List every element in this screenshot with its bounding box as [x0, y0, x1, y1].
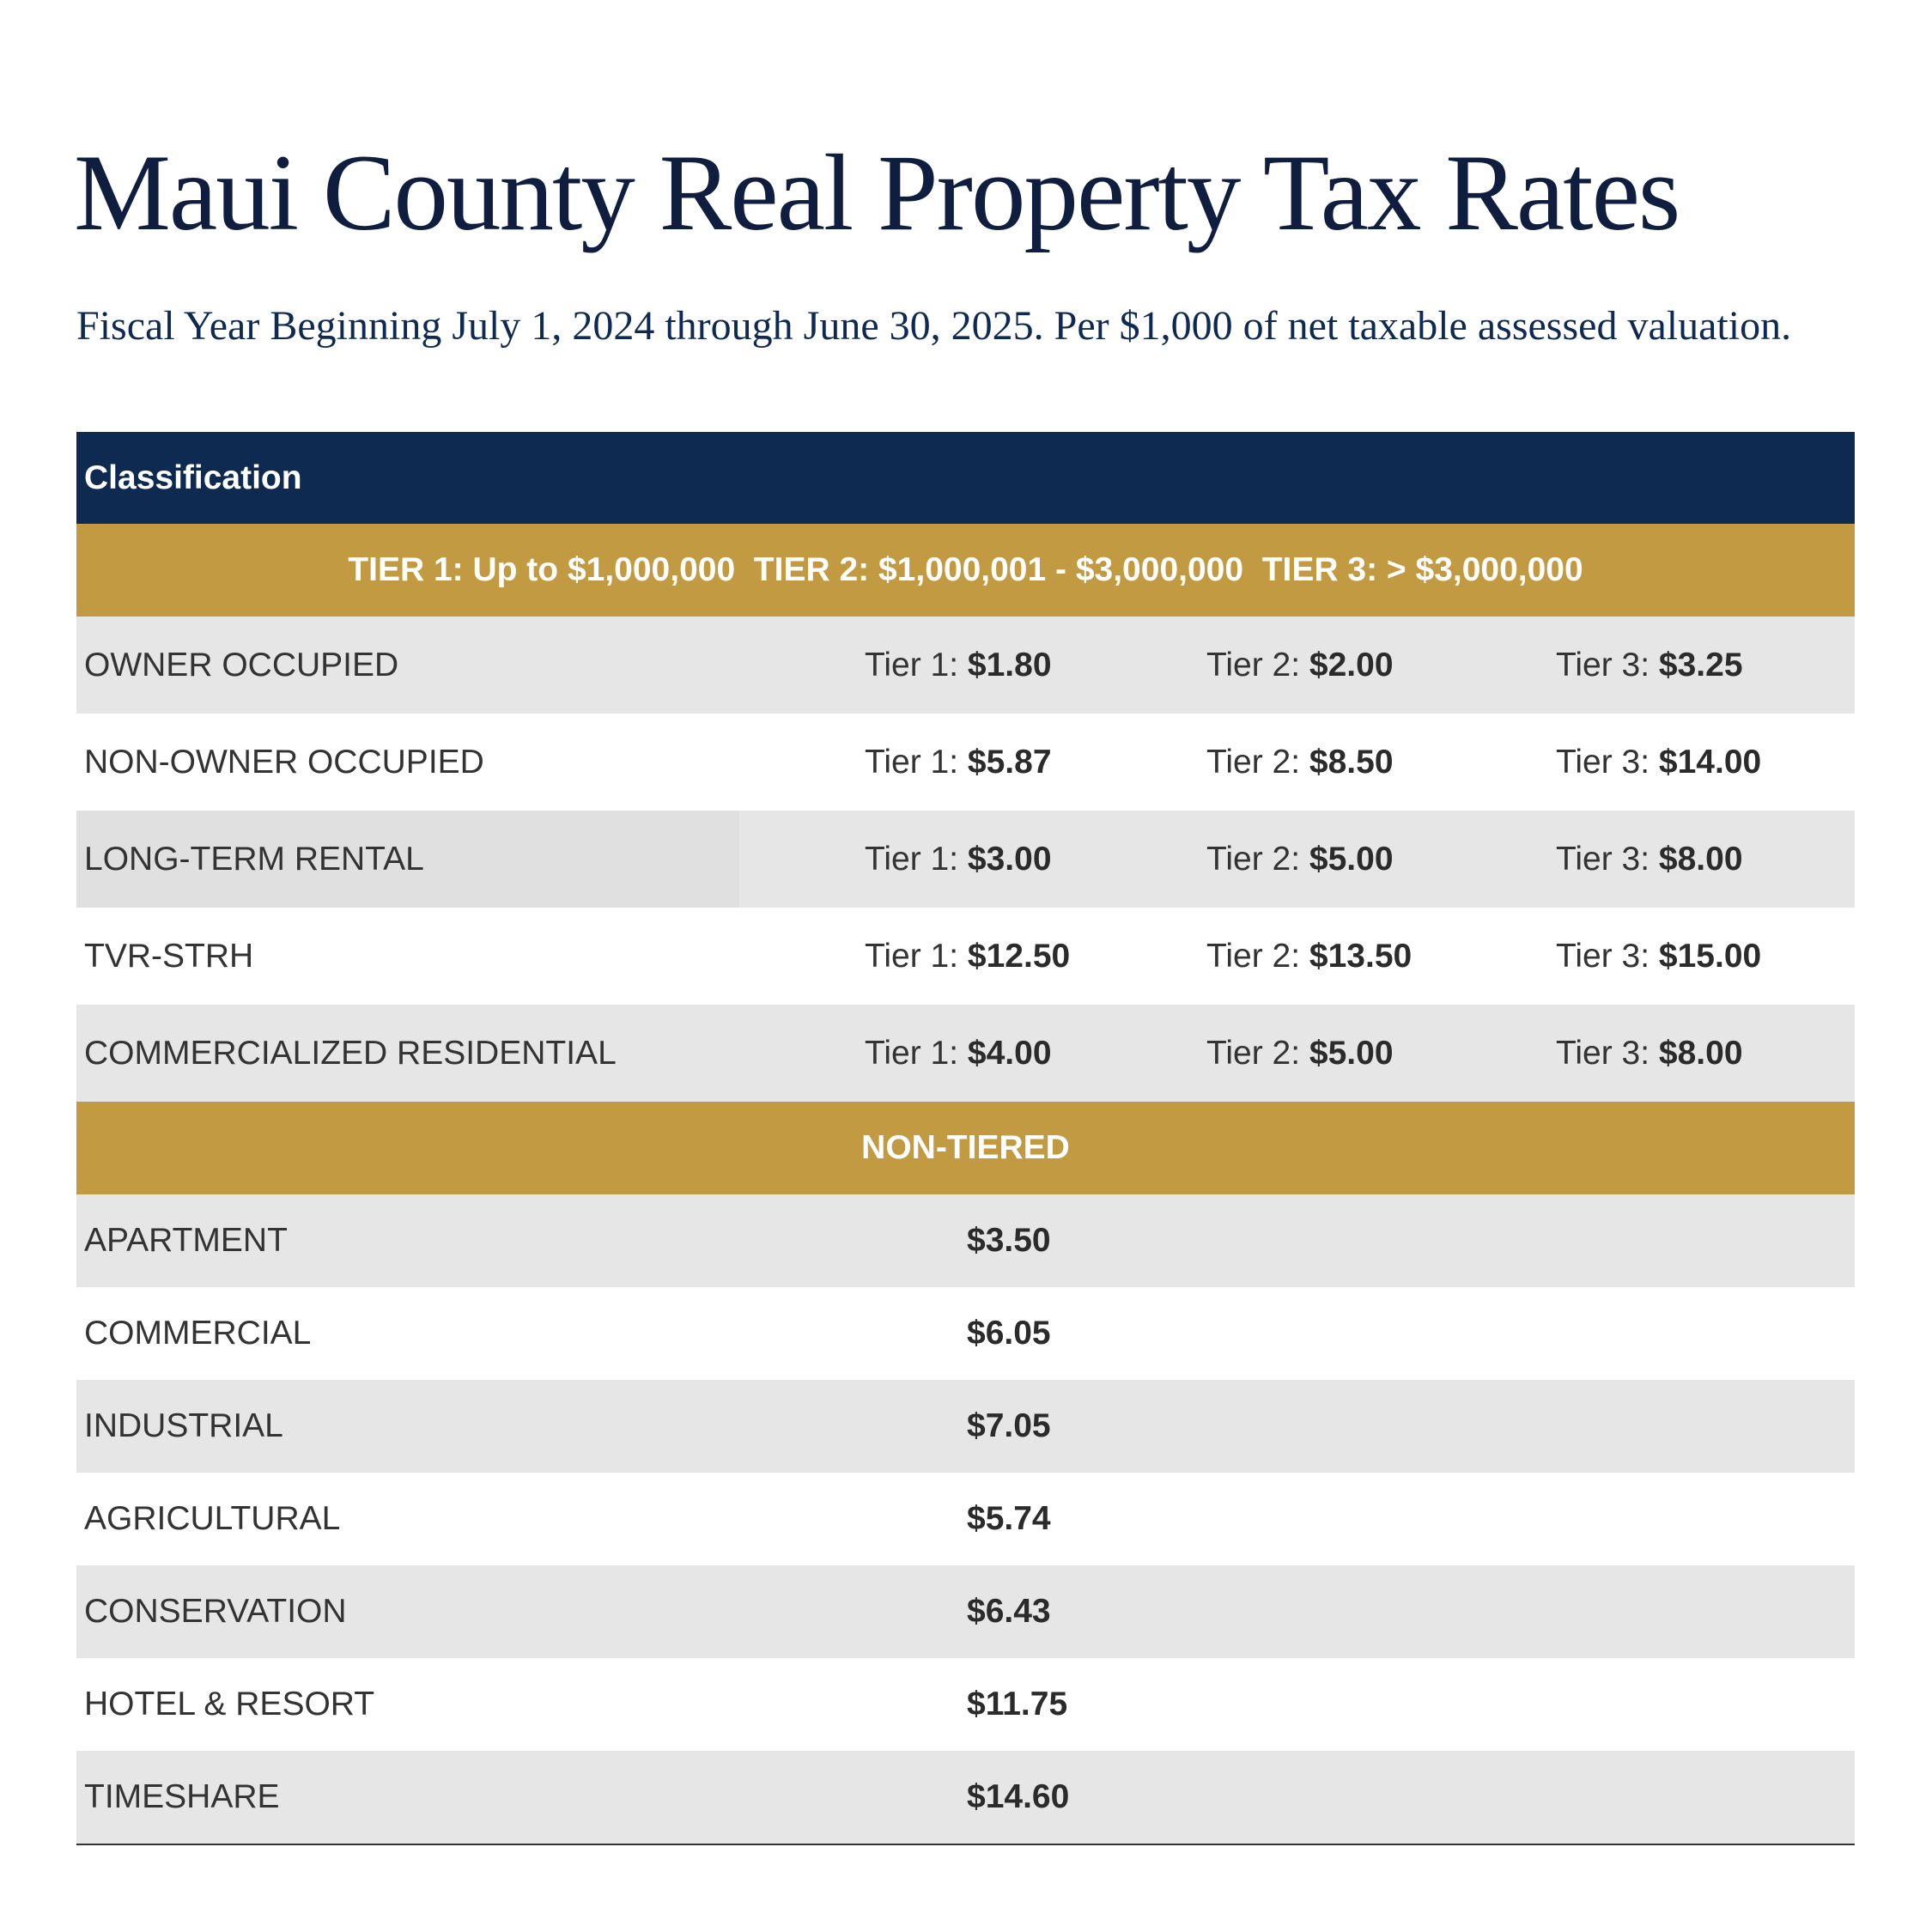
classification-cell: LONG-TERM RENTAL — [84, 840, 424, 878]
tier1-rate: $12.50 — [967, 937, 1071, 975]
classification-cell: COMMERCIALIZED RESIDENTIAL — [84, 1034, 617, 1072]
tier3-cell: Tier 3: $14.00 — [1556, 743, 1762, 781]
tier1-cell: Tier 1: $12.50 — [865, 937, 1071, 975]
rate-cell: $5.74 — [967, 1500, 1051, 1537]
rate-cell: $7.05 — [967, 1407, 1051, 1444]
table-bottom-rule — [76, 1844, 1855, 1845]
classification-cell: AGRICULTURAL — [84, 1500, 341, 1537]
tier2-cell: Tier 2: $8.50 — [1206, 743, 1394, 781]
tier3-rate: $3.25 — [1658, 646, 1743, 683]
table-row: AGRICULTURAL $5.74 — [76, 1473, 1855, 1565]
tax-rate-table: Classification TIER 1: Up to $1,000,000 … — [76, 432, 1855, 1845]
table-row: INDUSTRIAL $7.05 — [76, 1380, 1855, 1473]
table-row: OWNER OCCUPIED Tier 1: $1.80 Tier 2: $2.… — [76, 617, 1855, 714]
tier2-cell: Tier 2: $5.00 — [1206, 1034, 1394, 1072]
table-row: COMMERCIALIZED RESIDENTIAL Tier 1: $4.00… — [76, 1005, 1855, 1102]
table-row: TVR-STRH Tier 1: $12.50 Tier 2: $13.50 T… — [76, 908, 1855, 1005]
classification-cell: TIMESHARE — [84, 1778, 280, 1815]
table-row: CONSERVATION $6.43 — [76, 1565, 1855, 1658]
table-row: APARTMENT $3.50 — [76, 1194, 1855, 1287]
table-row: HOTEL & RESORT $11.75 — [76, 1658, 1855, 1751]
tier2-cell: Tier 2: $2.00 — [1206, 646, 1394, 683]
table-row: LONG-TERM RENTAL Tier 1: $3.00 Tier 2: $… — [76, 811, 1855, 908]
tier2-rate: $5.00 — [1309, 1034, 1394, 1072]
classification-cell: CONSERVATION — [84, 1593, 347, 1630]
rate-cell: $6.05 — [967, 1315, 1051, 1352]
tier3-rate: $8.00 — [1658, 1034, 1743, 1072]
tier2-rate: $13.50 — [1309, 937, 1413, 975]
table-header: Classification — [76, 432, 1855, 524]
rate-cell: $3.50 — [967, 1222, 1051, 1259]
rate-cell: $11.75 — [967, 1686, 1068, 1722]
tier1-rate: $4.00 — [967, 1034, 1052, 1072]
tier3-cell: Tier 3: $3.25 — [1556, 646, 1743, 683]
tier3-cell: Tier 3: $8.00 — [1556, 840, 1743, 878]
classification-cell-highlight — [76, 811, 739, 908]
classification-cell: NON-OWNER OCCUPIED — [84, 743, 484, 781]
tier1-cell: Tier 1: $3.00 — [865, 840, 1052, 878]
rate-cell: $14.60 — [967, 1778, 1070, 1815]
classification-cell: TVR-STRH — [84, 937, 254, 975]
tier2-rate: $2.00 — [1309, 646, 1394, 683]
tier3-rate: $15.00 — [1658, 937, 1762, 975]
table-row: NON-OWNER OCCUPIED Tier 1: $5.87 Tier 2:… — [76, 714, 1855, 811]
tier1-cell: Tier 1: $4.00 — [865, 1034, 1052, 1072]
rate-cell: $6.43 — [967, 1593, 1051, 1630]
table-row: TIMESHARE $14.60 — [76, 1751, 1855, 1844]
tier3-cell: Tier 3: $15.00 — [1556, 937, 1762, 975]
non-tiered-band: NON-TIERED — [76, 1102, 1855, 1194]
tier1-cell: Tier 1: $5.87 — [865, 743, 1052, 781]
table-row: COMMERCIAL $6.05 — [76, 1287, 1855, 1380]
classification-cell: OWNER OCCUPIED — [84, 646, 399, 683]
page-subtitle: Fiscal Year Beginning July 1, 2024 throu… — [76, 303, 1792, 349]
tier3-rate: $14.00 — [1658, 743, 1762, 781]
tier2-cell: Tier 2: $13.50 — [1206, 937, 1413, 975]
tier1-rate: $3.00 — [967, 840, 1052, 878]
tier2-rate: $8.50 — [1309, 743, 1394, 781]
classification-cell: HOTEL & RESORT — [84, 1686, 375, 1722]
tier3-cell: Tier 3: $8.00 — [1556, 1034, 1743, 1072]
page-title: Maui County Real Property Tax Rates — [74, 133, 1680, 253]
classification-cell: APARTMENT — [84, 1222, 288, 1259]
classification-cell: INDUSTRIAL — [84, 1407, 283, 1444]
tier1-rate: $1.80 — [967, 646, 1052, 683]
classification-cell: COMMERCIAL — [84, 1315, 312, 1352]
tier-band: TIER 1: Up to $1,000,000 TIER 2: $1,000,… — [76, 524, 1855, 617]
classification-header: Classification — [84, 459, 302, 496]
tier2-cell: Tier 2: $5.00 — [1206, 840, 1394, 878]
tier1-cell: Tier 1: $1.80 — [865, 646, 1052, 683]
tier3-rate: $8.00 — [1658, 840, 1743, 878]
tier1-rate: $5.87 — [967, 743, 1052, 781]
tier2-rate: $5.00 — [1309, 840, 1394, 878]
